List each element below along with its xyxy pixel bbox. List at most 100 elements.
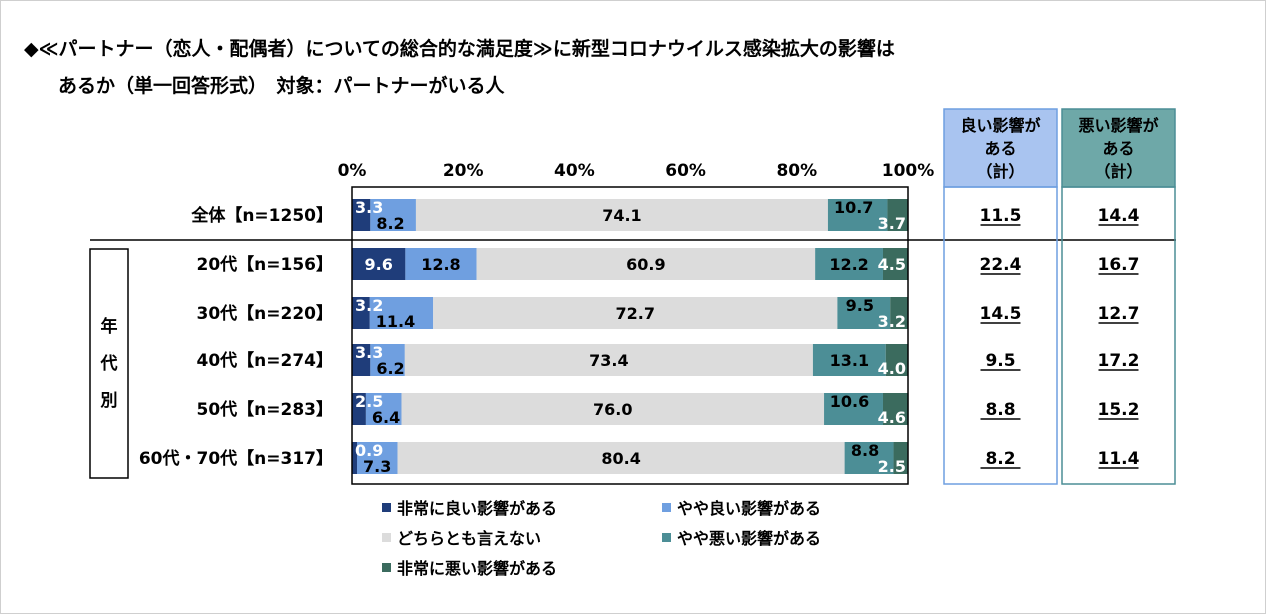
bar-segment-very-bad (882, 393, 909, 425)
data-label-neither: 74.1 (602, 206, 641, 225)
bad-total-header-text: （計） (1094, 162, 1142, 181)
bar-segment-somewhat-bad (837, 297, 891, 329)
legend-swatch-very-bad (382, 563, 391, 572)
good-total-header-text: （計） (976, 162, 1024, 181)
x-tick-label: 100% (882, 161, 935, 181)
data-label-very-good: 3.2 (355, 296, 383, 315)
bar-segment-very-good (352, 199, 371, 231)
bar-segment-neither (397, 442, 845, 474)
age-group-label: 年 (101, 316, 118, 337)
x-tick-label: 80% (776, 161, 817, 181)
data-label-somewhat-good: 11.4 (376, 312, 415, 331)
chart-title-line2: あるか（単一回答形式） 対象：パートナーがいる人 (58, 75, 505, 97)
data-label-somewhat-good: 8.2 (376, 214, 404, 233)
bar-segment-somewhat-good (405, 248, 477, 280)
bar-segment-somewhat-good (370, 199, 416, 231)
data-label-somewhat-good: 12.8 (421, 255, 460, 274)
good-total-header-text: 良い影響が (960, 116, 1040, 135)
good-total-value: 9.5 (985, 351, 1015, 371)
bad-total-value: 17.2 (1098, 351, 1140, 371)
bar-segment-somewhat-good (370, 344, 405, 376)
data-label-very-good: 0.9 (355, 441, 383, 460)
bad-total-header-text: ある (1102, 139, 1134, 158)
legend-item-very-bad: 非常に悪い影響がある (382, 555, 557, 579)
x-tick-label: 20% (443, 161, 484, 181)
good-total-header (943, 108, 1058, 188)
bar-segment-very-bad (893, 442, 908, 474)
age-group-box (89, 248, 129, 479)
data-label-neither: 72.7 (616, 304, 655, 323)
category-label: 40代【n=274】 (197, 350, 334, 371)
data-label-very-good: 2.5 (355, 392, 383, 411)
bar-segment-very-bad (885, 344, 908, 376)
x-tick-label: 0% (338, 161, 367, 181)
legend-item-somewhat-good: やや良い影響がある (662, 495, 821, 519)
data-label-neither: 60.9 (626, 255, 665, 274)
legend-swatch-somewhat-good (662, 503, 671, 512)
data-label-somewhat-bad: 8.8 (851, 441, 879, 460)
good-total-value: 8.2 (985, 449, 1015, 469)
bar-segment-somewhat-bad (815, 248, 883, 280)
data-label-somewhat-good: 6.4 (372, 408, 400, 427)
data-label-very-good: 3.3 (355, 198, 383, 217)
bar-segment-neither (433, 297, 838, 329)
age-group-label: 代 (100, 353, 118, 374)
data-label-very-bad: 4.5 (878, 255, 906, 274)
legend-item-very-good: 非常に良い影響がある (382, 495, 557, 519)
good-total-value: 22.4 (980, 255, 1022, 275)
data-label-very-bad: 3.7 (878, 214, 906, 233)
bar-segment-very-good (352, 297, 370, 329)
legend-item-neither: どちらとも言えない (382, 525, 541, 549)
bar-segment-very-good (352, 344, 371, 376)
bad-total-value: 15.2 (1098, 400, 1140, 420)
category-label: 全体【n=1250】 (190, 205, 333, 226)
data-label-somewhat-good: 7.3 (363, 457, 391, 476)
legend-swatch-neither (382, 533, 391, 542)
legend-label-very-bad: 非常に悪い影響がある (397, 559, 558, 578)
legend-label-somewhat-bad: やや悪い影響がある (677, 529, 822, 548)
data-label-somewhat-bad: 9.5 (846, 296, 874, 315)
bar-segment-very-good (352, 248, 406, 280)
legend-label-somewhat-good: やや良い影響がある (677, 499, 822, 518)
bar-segment-very-good (352, 393, 366, 425)
data-label-very-bad: 4.0 (878, 359, 906, 378)
data-label-very-bad: 2.5 (878, 457, 906, 476)
data-label-somewhat-good: 6.2 (376, 359, 404, 378)
data-label-neither: 73.4 (589, 351, 628, 370)
bar-segment-neither (415, 199, 828, 231)
good-total-value: 8.8 (985, 400, 1015, 420)
bad-total-value: 16.7 (1098, 255, 1140, 275)
bar-segment-somewhat-bad (824, 393, 883, 425)
bar-segment-very-good (352, 442, 358, 474)
data-label-very-bad: 3.2 (878, 312, 906, 331)
legend-swatch-somewhat-bad (662, 533, 671, 542)
plot-border (351, 186, 909, 485)
category-label: 30代【n=220】 (197, 303, 334, 324)
bar-segment-neither (401, 393, 825, 425)
bar-segment-very-bad (887, 199, 908, 231)
category-label: 20代【n=156】 (197, 254, 334, 275)
bar-segment-somewhat-good (365, 393, 402, 425)
bad-total-value: 11.4 (1098, 449, 1140, 469)
good-total-value: 11.5 (980, 206, 1022, 226)
age-group-label: 別 (100, 391, 118, 411)
data-label-neither: 76.0 (593, 400, 632, 419)
bad-total-header (1061, 108, 1176, 188)
chart-title-line1: ◆≪パートナー（恋人・配偶者）についての総合的な満足度≫に新型コロナウイルス感染… (24, 38, 895, 60)
data-label-very-bad: 4.6 (878, 408, 906, 427)
good-total-column (943, 186, 1058, 485)
bad-total-value: 14.4 (1098, 206, 1140, 226)
data-label-very-good: 3.3 (355, 343, 383, 362)
good-total-header-text: ある (984, 139, 1016, 158)
category-label: 60代・70代【n=317】 (139, 448, 333, 469)
data-label-very-good: 9.6 (365, 255, 393, 274)
bar-segment-very-bad (882, 248, 908, 280)
data-label-somewhat-bad: 12.2 (829, 255, 868, 274)
x-tick-label: 60% (665, 161, 706, 181)
bar-segment-somewhat-good (369, 297, 434, 329)
bar-segment-neither (476, 248, 816, 280)
bar-segment-somewhat-bad (844, 442, 894, 474)
bad-total-value: 12.7 (1098, 304, 1140, 324)
legend-label-very-good: 非常に良い影響がある (397, 499, 558, 518)
